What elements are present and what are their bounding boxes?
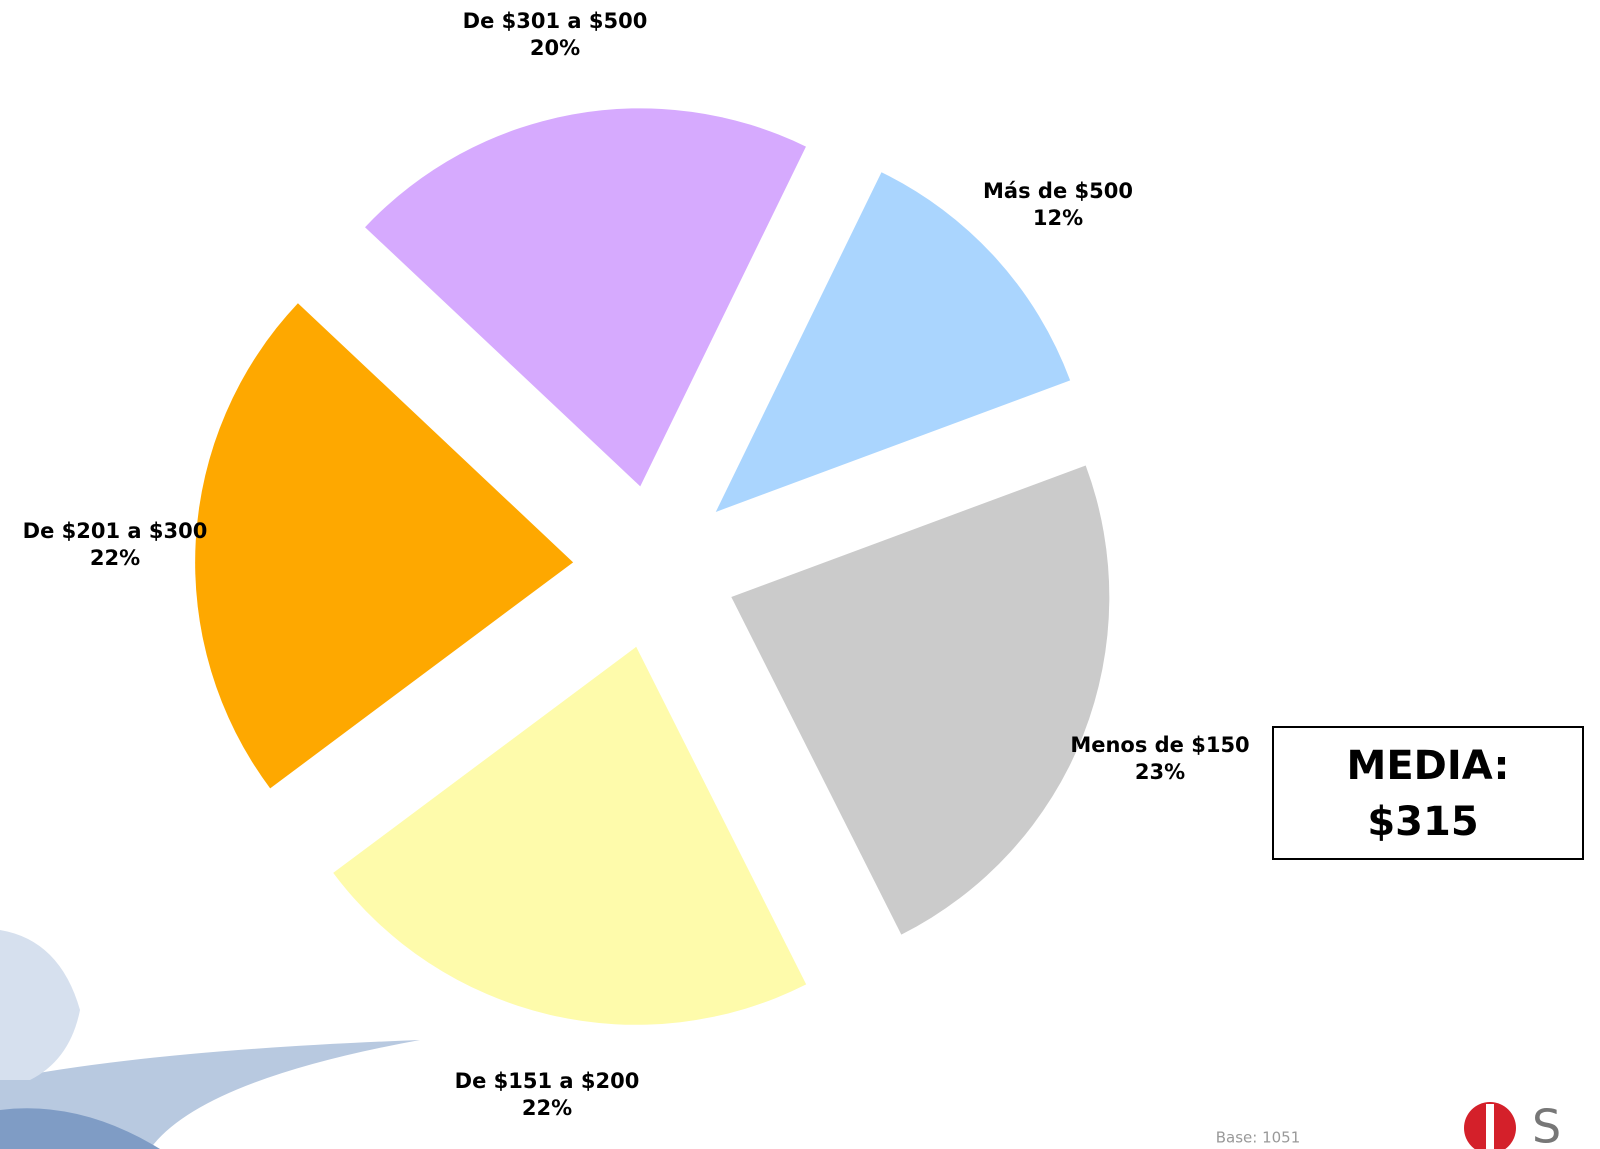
media-label: MEDIA:: [1347, 743, 1510, 789]
slice-label: De $301 a $500: [463, 9, 648, 33]
value-label: 22%: [522, 1096, 572, 1120]
base-note: Base: 1051: [1216, 1129, 1301, 1147]
value-label: 20%: [530, 36, 580, 60]
globe: [0, 930, 80, 1080]
pie-slice: [365, 108, 806, 487]
pie-slice: [195, 303, 574, 789]
pie-slice: [333, 646, 807, 1025]
slice-label: De $151 a $200: [455, 1069, 640, 1093]
pie: Más de $500 12% Menos de $150 23% De $151 a …: [23, 9, 1250, 1120]
pie-slice: [731, 465, 1110, 935]
logo-mark: [1486, 1104, 1494, 1149]
pie-slice: [715, 172, 1071, 512]
slice-label: Más de $500: [983, 179, 1133, 203]
value-label: 23%: [1135, 760, 1185, 784]
logo-text: S: [1532, 1100, 1561, 1149]
swoosh: [0, 1040, 420, 1149]
swoosh: [0, 1108, 160, 1149]
media-box: [1272, 726, 1584, 860]
value-label: 12%: [1033, 206, 1083, 230]
value-label: 22%: [90, 546, 140, 570]
slice-label: De $201 a $300: [23, 519, 208, 543]
media-value: $315: [1367, 799, 1478, 845]
slice-label: Menos de $150: [1070, 733, 1249, 757]
decoration: S: [0, 930, 1561, 1149]
